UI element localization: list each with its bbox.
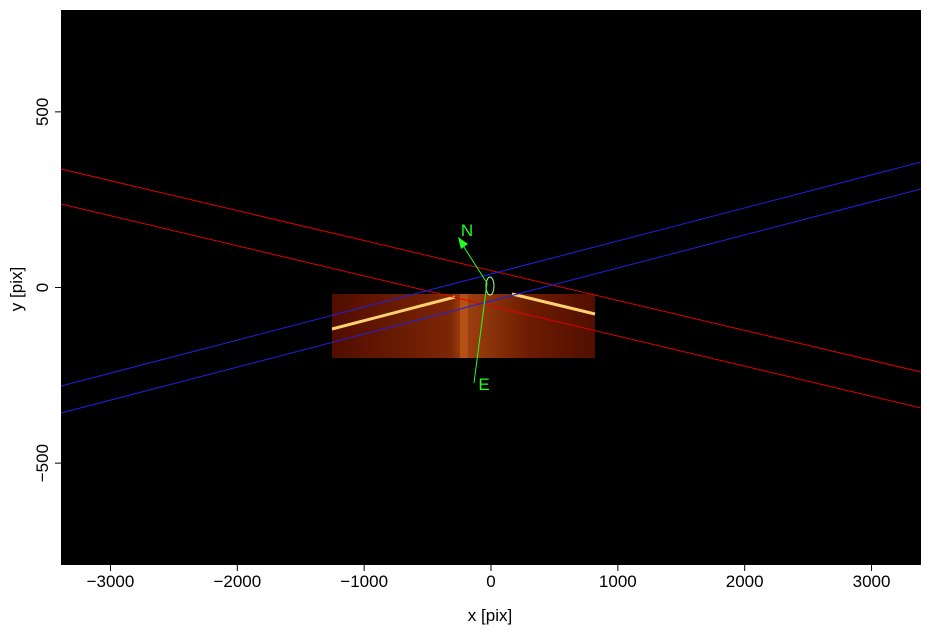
x-tick-label: 0	[486, 572, 495, 591]
x-tick-label: 3000	[853, 572, 891, 591]
x-tick-label: −2000	[213, 572, 261, 591]
annotation: E	[478, 375, 489, 394]
north-arrow	[461, 243, 488, 284]
y-tick-label: −500	[33, 444, 52, 482]
y-tick-label: 0	[33, 283, 52, 292]
x-tick-label: −3000	[87, 572, 135, 591]
image-background	[61, 10, 921, 565]
north-arrowhead	[458, 237, 468, 249]
y-axis-label: y [pix]	[7, 267, 26, 311]
spectrum-column	[460, 294, 468, 358]
annotation: N	[461, 221, 473, 240]
x-tick-label: −1000	[340, 572, 388, 591]
red-line	[61, 168, 921, 373]
x-tick-label: 2000	[726, 572, 764, 591]
east-arrow	[473, 282, 488, 384]
x-tick-label: 1000	[599, 572, 637, 591]
ellipse	[485, 276, 495, 296]
blue-line	[61, 188, 921, 414]
x-axis-label: x [pix]	[468, 606, 512, 625]
red-line	[61, 203, 921, 409]
image-content: N E	[61, 161, 921, 414]
blue-line	[61, 161, 921, 387]
y-tick-label: 500	[33, 98, 52, 126]
axes: −3000 −2000 −1000 0 1000 2000 3000 −500 0 500	[33, 98, 890, 591]
trace	[331, 295, 456, 331]
trace	[511, 292, 596, 316]
